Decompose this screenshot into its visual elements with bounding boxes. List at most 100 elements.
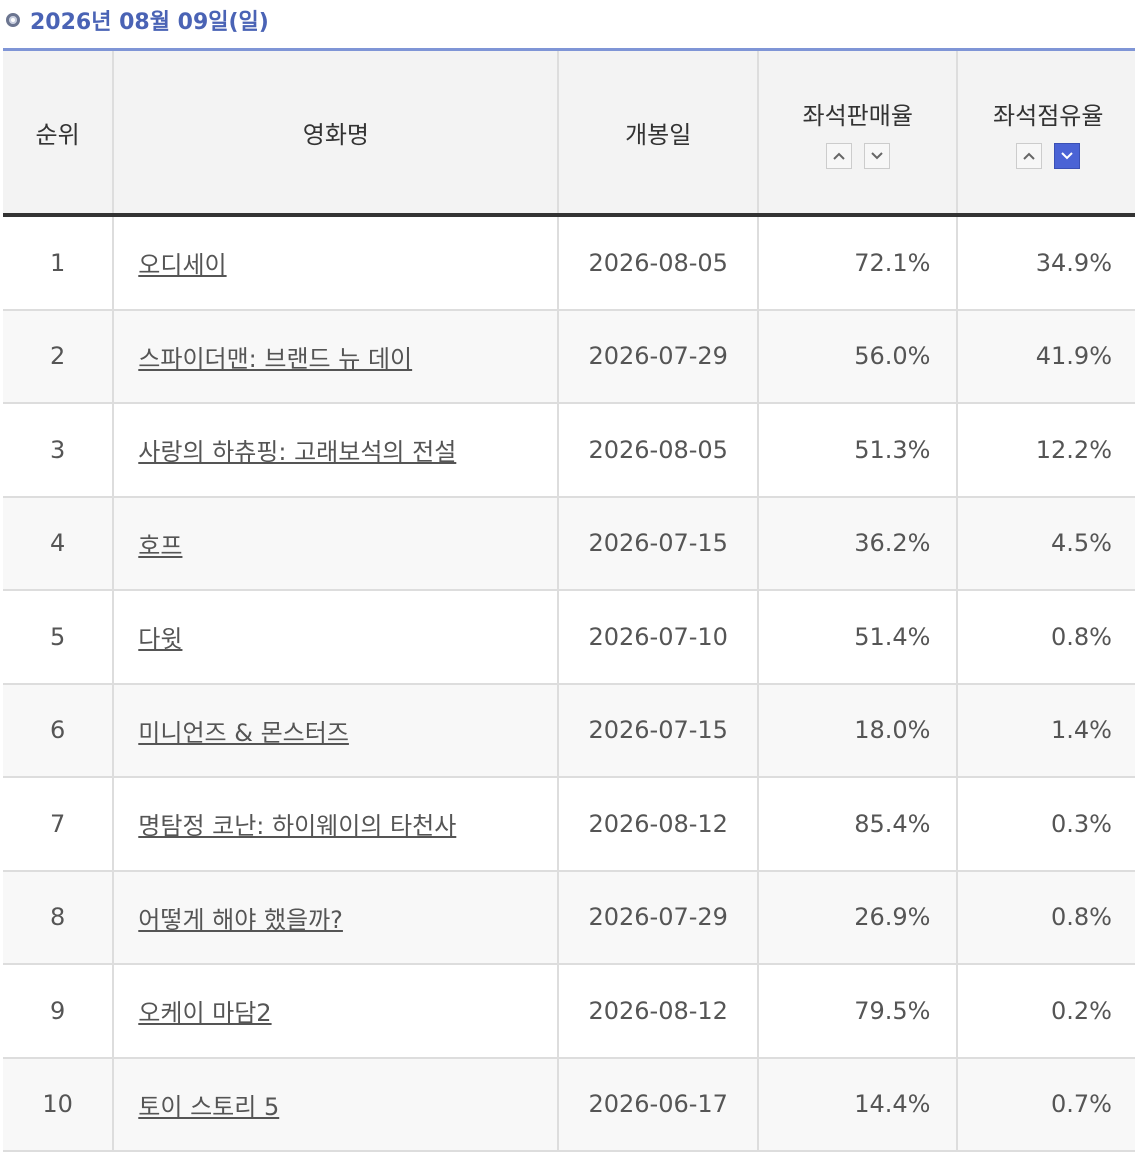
table-cell: 2026-08-05 [558,215,759,311]
table-cell: 34.9% [957,215,1135,311]
movie-link[interactable]: 사랑의 하츄핑: 고래보석의 전설 [138,438,457,467]
table-cell: 51.4% [757,590,959,685]
table-row: 5 다윗 2026-07-10 51.4% 0.8% [3,590,1135,685]
seat-share-rate: 12.2% [1035,435,1112,464]
movie-link[interactable]: 스파이더맨: 브랜드 뉴 데이 [138,344,413,373]
table-cell: 85.4% [757,777,959,872]
table-cell: 0.3% [957,777,1135,872]
seat-share-rate: 41.9% [1035,342,1112,371]
sort-controls [959,142,1135,169]
table-row: 9 오케이 마담2 2026-08-12 79.5% 0.2% [3,964,1135,1059]
column-header: 순위 [3,51,115,217]
seat-sales-rate: 72.1% [854,248,931,277]
table-cell: 8 [3,870,115,965]
ranking-table: 순위 영화명 개봉일 좌석판매율 좌석점유율 1 오디세이 2026-08-05 72… [3,51,1135,1152]
table-cell: 12.2% [957,403,1135,498]
seat-share-rate: 0.3% [1051,809,1112,838]
table-row: 7 명탐정 코난: 하이웨이의 타천사 2026-08-12 85.4% 0.3% [3,777,1135,872]
table-cell: 3 [3,403,115,498]
arrow-down [871,151,883,159]
table-row: 8 어떻게 해야 했을까? 2026-07-29 26.9% 0.8% [3,870,1135,965]
table-cell: 41.9% [957,309,1135,404]
rank: 9 [50,996,66,1025]
column-header: 좌석점유율 [957,51,1135,217]
sort-desc-active[interactable] [1054,142,1081,169]
table-cell: 5 [3,590,115,685]
seat-share-rate: 0.8% [1051,903,1112,932]
release-date: 2026-07-29 [588,903,728,932]
release-date: 2026-07-29 [588,342,728,371]
table-cell: 2026-07-15 [558,683,759,778]
release-date: 2026-08-05 [588,435,728,464]
rank: 4 [50,529,66,558]
table-cell: 2026-07-29 [558,870,759,965]
sort-desc[interactable] [863,142,890,169]
table-row: 4 호프 2026-07-15 36.2% 4.5% [3,496,1135,591]
movie-link[interactable]: 오디세이 [138,251,227,280]
table-cell: 어떻게 해야 했을까? [113,870,560,965]
movie-link[interactable]: 명탐정 코난: 하이웨이의 타천사 [138,812,457,841]
movie-link[interactable]: 어떻게 해야 했을까? [138,905,343,934]
table-cell: 0.7% [957,1057,1135,1152]
movie-link[interactable]: 다윗 [138,625,183,654]
seat-share-rate: 0.2% [1051,996,1112,1025]
release-date: 2026-08-12 [588,996,728,1025]
rank: 5 [50,622,66,651]
release-date: 2026-07-15 [588,529,728,558]
movie-link[interactable]: 미니언즈 & 몬스터즈 [138,718,349,747]
sort-asc[interactable] [825,142,852,169]
header-row: 순위 영화명 개봉일 좌석판매율 좌석점유율 [3,51,1135,217]
table-cell: 2026-08-12 [558,964,759,1059]
column-header: 좌석판매율 [757,51,959,217]
release-date: 2026-06-17 [588,1090,728,1119]
rank: 2 [50,342,66,371]
header-text: 좌석판매율 [802,101,913,130]
seat-share-rate: 0.8% [1051,622,1112,651]
table-cell: 0.8% [957,590,1135,685]
arrow-up [833,152,845,160]
table-cell: 56.0% [757,309,959,404]
release-date: 2026-07-15 [588,716,728,745]
release-date: 2026-07-10 [588,622,728,651]
sort-asc[interactable] [1016,142,1043,169]
table-row: 3 사랑의 하츄핑: 고래보석의 전설 2026-08-05 51.3% 12.2% [3,403,1135,498]
rank: 1 [50,248,66,277]
table-cell: 26.9% [757,870,959,965]
table-cell: 6 [3,683,115,778]
arrow-up [1023,152,1035,160]
seat-sales-rate: 18.0% [854,716,931,745]
table-row: 10 토이 스토리 5 2026-06-17 14.4% 0.7% [3,1057,1135,1152]
seat-share-rate: 0.7% [1051,1090,1112,1119]
movie-link[interactable]: 호프 [138,531,183,560]
table-cell: 다윗 [113,590,560,685]
table-row: 1 오디세이 2026-08-05 72.1% 34.9% [3,215,1135,311]
table-cell: 토이 스토리 5 [113,1057,560,1152]
table-cell: 18.0% [757,683,959,778]
seat-share-rate: 1.4% [1051,716,1112,745]
movie-link[interactable]: 토이 스토리 5 [138,1092,280,1121]
table-cell: 79.5% [757,964,959,1059]
table-cell: 4.5% [957,496,1135,591]
rank: 7 [50,809,66,838]
table-cell: 4 [3,496,115,591]
release-date: 2026-08-12 [588,809,728,838]
column-header: 영화명 [113,51,560,217]
table-cell: 2026-07-15 [558,496,759,591]
date-text: 2026년 08월 09일(일) [30,10,269,35]
seat-sales-rate: 26.9% [854,903,931,932]
header-text: 영화명 [302,120,369,149]
movie-link[interactable]: 오케이 마담2 [138,999,272,1028]
table-cell: 명탐정 코난: 하이웨이의 타천사 [113,777,560,872]
table-cell: 1 [3,215,115,311]
seat-sales-rate: 36.2% [854,529,931,558]
rank: 3 [50,435,66,464]
table-cell: 36.2% [757,496,959,591]
bullet-icon [6,13,20,27]
rank: 10 [42,1090,73,1119]
seat-sales-rate: 51.4% [854,622,931,651]
table-cell: 스파이더맨: 브랜드 뉴 데이 [113,309,560,404]
header-text: 좌석점유율 [993,101,1104,130]
table-cell: 미니언즈 & 몬스터즈 [113,683,560,778]
rank: 8 [50,903,66,932]
table-body: 1 오디세이 2026-08-05 72.1% 34.9% 2 스파이더맨: 브랜드 뉴 데… [3,215,1135,1152]
